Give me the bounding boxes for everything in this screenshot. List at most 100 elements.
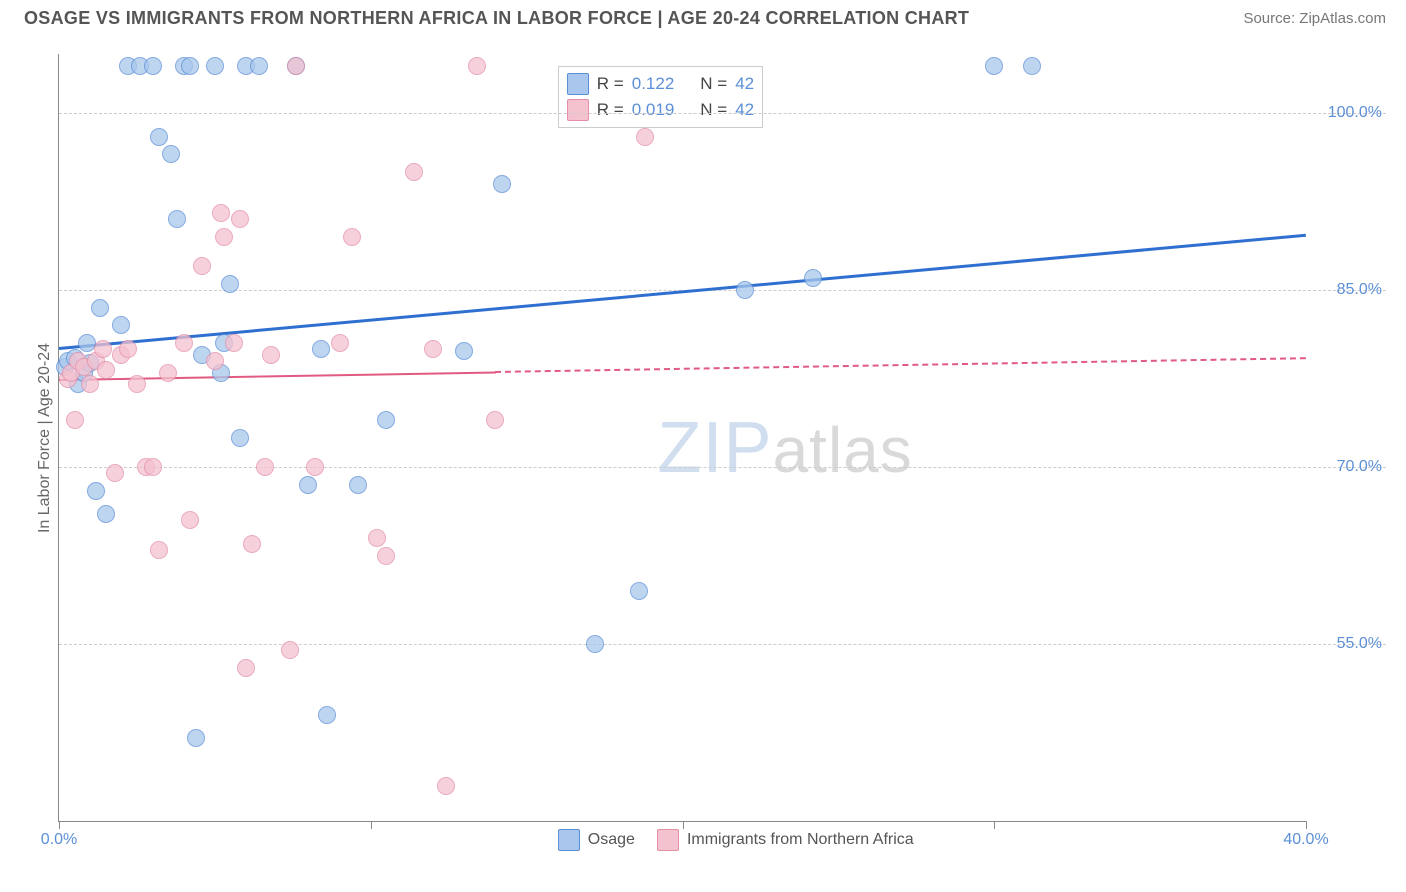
- x-tick: [59, 821, 60, 829]
- data-point: [985, 57, 1003, 75]
- x-tick-label: 0.0%: [41, 831, 77, 849]
- chart-title: OSAGE VS IMMIGRANTS FROM NORTHERN AFRICA…: [24, 8, 969, 29]
- data-point: [162, 145, 180, 163]
- x-tick: [371, 821, 372, 829]
- data-point: [206, 57, 224, 75]
- data-point: [66, 411, 84, 429]
- data-point: [455, 342, 473, 360]
- data-point: [262, 346, 280, 364]
- data-point: [94, 340, 112, 358]
- data-point: [221, 275, 239, 293]
- trend-line: [59, 371, 495, 380]
- correlation-legend-row: R = 0.122 N = 42: [567, 71, 754, 97]
- data-point: [493, 175, 511, 193]
- data-point: [306, 458, 324, 476]
- data-point: [97, 505, 115, 523]
- data-point: [736, 281, 754, 299]
- data-point: [112, 316, 130, 334]
- series-legend-label: Osage: [588, 831, 635, 849]
- n-label: N =: [700, 74, 727, 94]
- x-tick: [1306, 821, 1307, 829]
- data-point: [231, 429, 249, 447]
- data-point: [630, 582, 648, 600]
- data-point: [586, 635, 604, 653]
- data-point: [168, 210, 186, 228]
- y-tick-label: 70.0%: [1337, 458, 1382, 476]
- series-legend-item: Immigrants from Northern Africa: [657, 829, 914, 851]
- data-point: [486, 411, 504, 429]
- data-point: [215, 228, 233, 246]
- gridline-h: [59, 113, 1386, 114]
- data-point: [343, 228, 361, 246]
- watermark-atlas: atlas: [773, 414, 913, 486]
- data-point: [212, 204, 230, 222]
- data-point: [256, 458, 274, 476]
- chart-source: Source: ZipAtlas.com: [1243, 10, 1386, 27]
- r-label: R =: [597, 100, 624, 120]
- data-point: [159, 364, 177, 382]
- data-point: [150, 128, 168, 146]
- data-point: [81, 375, 99, 393]
- trend-line-extrapolated: [495, 357, 1306, 373]
- data-point: [1023, 57, 1041, 75]
- data-point: [287, 57, 305, 75]
- n-value: 42: [735, 100, 754, 120]
- correlation-legend-row: R = 0.019 N = 42: [567, 97, 754, 123]
- data-point: [91, 299, 109, 317]
- y-tick-label: 100.0%: [1328, 104, 1382, 122]
- data-point: [144, 57, 162, 75]
- data-point: [318, 706, 336, 724]
- r-value: 0.122: [632, 74, 675, 94]
- data-point: [181, 511, 199, 529]
- data-point: [106, 464, 124, 482]
- r-value: 0.019: [632, 100, 675, 120]
- chart-container: In Labor Force | Age 20-24 ZIPatlas R = 0…: [24, 40, 1386, 856]
- data-point: [193, 257, 211, 275]
- data-point: [250, 57, 268, 75]
- data-point: [331, 334, 349, 352]
- data-point: [87, 482, 105, 500]
- gridline-h: [59, 644, 1386, 645]
- data-point: [468, 57, 486, 75]
- data-point: [128, 375, 146, 393]
- n-label: N =: [700, 100, 727, 120]
- plot-area: In Labor Force | Age 20-24 ZIPatlas R =0…: [58, 54, 1306, 822]
- legend-swatch: [567, 73, 589, 95]
- data-point: [424, 340, 442, 358]
- r-label: R =: [597, 74, 624, 94]
- y-tick-label: 55.0%: [1337, 635, 1382, 653]
- legend-swatch: [558, 829, 580, 851]
- data-point: [225, 334, 243, 352]
- correlation-legend: R = 0.122 N = 42 R = 0.019 N = 42: [558, 66, 763, 128]
- x-tick: [683, 821, 684, 829]
- x-tick-label: 40.0%: [1283, 831, 1328, 849]
- trend-line: [59, 233, 1306, 349]
- data-point: [299, 476, 317, 494]
- data-point: [237, 659, 255, 677]
- data-point: [377, 547, 395, 565]
- data-point: [312, 340, 330, 358]
- data-point: [281, 641, 299, 659]
- legend-swatch: [657, 829, 679, 851]
- x-tick: [994, 821, 995, 829]
- data-point: [119, 340, 137, 358]
- data-point: [144, 458, 162, 476]
- series-legend-item: Osage: [558, 829, 635, 851]
- y-tick-label: 85.0%: [1337, 281, 1382, 299]
- n-value: 42: [735, 74, 754, 94]
- gridline-h: [59, 290, 1386, 291]
- watermark-zip: ZIP: [658, 408, 773, 488]
- data-point: [636, 128, 654, 146]
- series-legend-label: Immigrants from Northern Africa: [687, 831, 914, 849]
- data-point: [243, 535, 261, 553]
- watermark: ZIPatlas: [658, 407, 913, 489]
- y-axis-label: In Labor Force | Age 20-24: [36, 342, 54, 532]
- data-point: [150, 541, 168, 559]
- data-point: [437, 777, 455, 795]
- series-legend: Osage Immigrants from Northern Africa: [558, 829, 914, 851]
- data-point: [349, 476, 367, 494]
- data-point: [187, 729, 205, 747]
- data-point: [97, 361, 115, 379]
- data-point: [368, 529, 386, 547]
- legend-swatch: [567, 99, 589, 121]
